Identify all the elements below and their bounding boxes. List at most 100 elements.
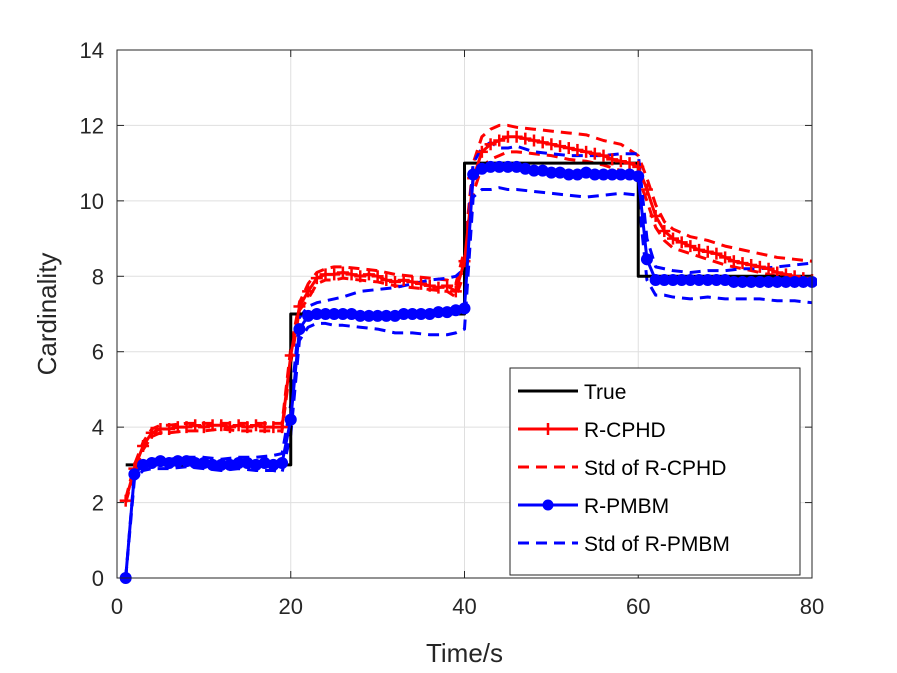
r-cphd-point — [441, 279, 454, 292]
y-tick-label: 12 — [80, 113, 104, 138]
r-cphd-point — [415, 277, 428, 290]
y-tick-labels: 0 2 4 6 8 10 12 14 — [80, 38, 104, 591]
legend-label-r-pmbm: R-PMBM — [584, 495, 669, 518]
r-cphd-point — [215, 419, 228, 432]
r-cphd-point — [649, 209, 662, 222]
x-tick-label: 80 — [800, 594, 824, 619]
r-cphd-point — [719, 251, 732, 264]
legend-label-true: True — [584, 381, 626, 404]
r-cphd-point — [310, 272, 323, 285]
std-of-r-cphd-upper-line — [124, 123, 813, 500]
r-cphd-point — [137, 440, 150, 452]
r-cphd-point — [667, 232, 679, 245]
r-cphd-point — [684, 240, 697, 253]
r-cphd-point — [354, 270, 367, 283]
r-cphd-point — [762, 262, 775, 275]
r-cphd-point — [397, 274, 410, 287]
series-layer — [119, 123, 817, 584]
x-tick-labels: 0 20 40 60 80 — [111, 594, 824, 619]
r-cphd-point — [389, 275, 401, 288]
x-tick-label: 40 — [452, 594, 476, 619]
y-tick-label: 8 — [92, 264, 104, 289]
r-cphd-point — [753, 260, 766, 273]
r-cphd-point — [597, 149, 610, 162]
r-cphd-point — [528, 134, 540, 147]
r-cphd-point — [475, 145, 488, 158]
r-cphd-point — [493, 134, 506, 147]
r-cphd-point — [145, 426, 158, 439]
y-tick-label: 0 — [92, 566, 104, 591]
r-cphd-point — [545, 138, 558, 151]
r-cphd-point — [371, 270, 384, 283]
r-cphd-point — [189, 419, 202, 432]
r-cphd-point — [640, 183, 653, 196]
r-cphd-point — [119, 494, 132, 507]
y-tick-label: 4 — [92, 415, 104, 440]
r-cphd-point — [606, 153, 619, 166]
legend: True R-CPHD Std of R-CPHD R-PMBM Std of … — [509, 367, 801, 576]
r-cphd-point — [336, 266, 349, 279]
r-cphd-point — [232, 419, 245, 432]
legend-label-std-r-cphd: Std of R-CPHD — [584, 457, 726, 480]
r-pmbm-point — [128, 468, 141, 481]
r-pmbm-point — [640, 253, 653, 266]
r-cphd-point — [614, 155, 627, 168]
r-cphd-point — [675, 236, 688, 249]
r-cphd-point — [745, 258, 758, 271]
r-cphd-point — [284, 349, 297, 362]
r-cphd-point — [536, 136, 549, 149]
r-cphd-point — [449, 285, 462, 298]
y-tick-label: 2 — [92, 491, 104, 516]
r-cphd-point — [223, 421, 236, 434]
r-cphd-point — [380, 274, 393, 287]
r-cphd-point — [658, 225, 671, 238]
y-tick-label: 6 — [92, 340, 104, 365]
r-pmbm-point — [293, 323, 306, 336]
r-pmbm-point — [467, 168, 480, 181]
r-cphd-point — [701, 245, 714, 258]
r-cphd-point — [432, 281, 445, 294]
x-axis-label: Time/s — [426, 638, 503, 668]
r-cphd-point — [580, 145, 593, 158]
true-line — [125, 161, 812, 467]
r-cphd-point — [484, 138, 497, 151]
r-cphd-point — [736, 257, 749, 270]
std-of-r-pmbm-upper-line — [124, 140, 813, 579]
r-pmbm-point — [276, 456, 289, 469]
r-cphd-point — [163, 423, 176, 436]
r-cphd-point — [180, 421, 193, 434]
r-cphd-point — [406, 275, 419, 288]
r-cphd-point — [519, 132, 532, 145]
legend-sample-r-pmbm — [518, 499, 578, 511]
r-pmbm-point — [632, 170, 645, 183]
r-cphd-point — [571, 143, 584, 156]
x-tick-label: 60 — [626, 594, 650, 619]
r-cphd-point — [727, 255, 740, 268]
y-tick-label: 14 — [80, 38, 104, 63]
r-cphd-point — [710, 247, 723, 260]
r-cphd-point — [328, 268, 341, 281]
y-tick-label: 10 — [80, 189, 104, 214]
r-cphd-point — [362, 268, 375, 281]
r-cphd-point — [510, 130, 523, 143]
r-cphd-point — [588, 147, 601, 160]
r-cphd-point — [554, 140, 567, 153]
r-pmbm-point — [284, 413, 297, 426]
r-cphd-point — [302, 285, 315, 298]
x-tick-label: 20 — [279, 594, 303, 619]
r-cphd-point — [276, 421, 289, 434]
r-cphd-point — [423, 279, 436, 292]
legend-samples — [518, 389, 578, 545]
r-cphd-point — [241, 421, 254, 434]
r-cphd-point — [293, 300, 306, 313]
legend-label-r-cphd: R-CPHD — [584, 419, 666, 442]
x-tick-label: 0 — [111, 594, 123, 619]
y-axis-label: Cardinality — [32, 253, 62, 376]
r-cphd-point — [197, 421, 210, 434]
r-cphd-point — [693, 243, 706, 256]
r-pmbm-point — [458, 302, 471, 315]
r-cphd-point — [623, 157, 636, 170]
legend-sample-r-cphd — [518, 423, 578, 435]
std-of-r-cphd-lower-line — [124, 150, 813, 503]
